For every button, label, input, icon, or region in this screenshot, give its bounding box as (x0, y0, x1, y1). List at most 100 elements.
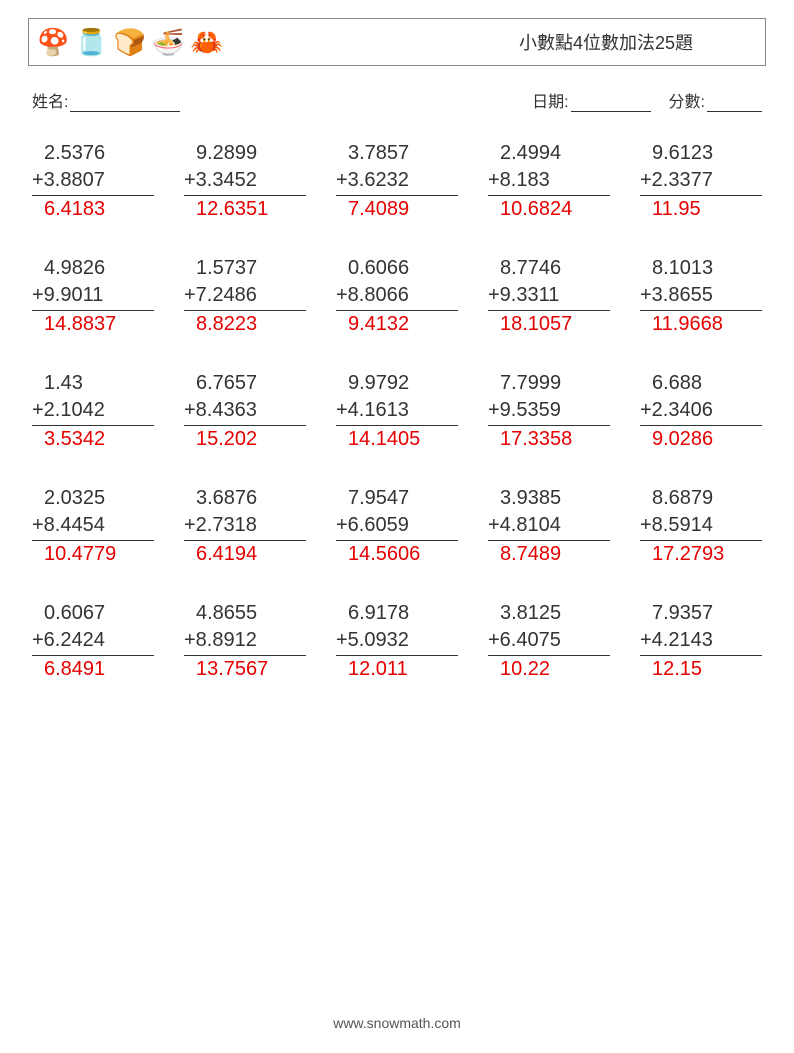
answer: 11.95 (640, 196, 762, 223)
operand-2-row: +8.183 (488, 167, 610, 196)
operand-1: 4.9826 (32, 255, 154, 282)
operand-2-row: +4.1613 (336, 397, 458, 426)
answer: 17.3358 (488, 426, 610, 453)
operand-2-row: +6.6059 (336, 512, 458, 541)
mushroom-icon: 🍄 (37, 29, 69, 55)
problem: 3.7857+3.62327.4089 (336, 140, 458, 223)
problem: 2.4994+8.18310.6824 (488, 140, 610, 223)
jar-icon: 🫙 (75, 29, 107, 55)
operand-2-row: +4.8104 (488, 512, 610, 541)
operand-1: 8.6879 (640, 485, 762, 512)
operand-2-row: +8.4454 (32, 512, 154, 541)
answer: 11.9668 (640, 311, 762, 338)
date-field: 日期: (532, 88, 650, 112)
operand-1: 2.4994 (488, 140, 610, 167)
footer-text: www.snowmath.com (0, 1015, 794, 1031)
answer: 14.1405 (336, 426, 458, 453)
problem: 1.5737+7.24868.8223 (184, 255, 306, 338)
problem: 7.9547+6.605914.5606 (336, 485, 458, 568)
answer: 6.4194 (184, 541, 306, 568)
worksheet-header: 🍄 🫙 🍞 🍜 🦀 小數點4位數加法25題 (28, 18, 766, 66)
answer: 15.202 (184, 426, 306, 453)
answer: 6.8491 (32, 656, 154, 683)
problem: 6.9178+5.093212.011 (336, 600, 458, 683)
problem: 6.688+2.34069.0286 (640, 370, 762, 453)
operand-2-row: +8.5914 (640, 512, 762, 541)
answer: 3.5342 (32, 426, 154, 453)
date-label: 日期: (532, 94, 568, 111)
operand-1: 9.2899 (184, 140, 306, 167)
bowl-icon: 🍜 (152, 29, 184, 55)
problem: 8.6879+8.591417.2793 (640, 485, 762, 568)
operand-2-row: +3.8655 (640, 282, 762, 311)
problems-grid: 2.5376+3.88076.4183 9.2899+3.345212.6351 3… (28, 140, 766, 683)
answer: 8.7489 (488, 541, 610, 568)
operand-1: 7.9357 (640, 600, 762, 627)
score-label: 分數: (669, 94, 705, 111)
problem: 7.9357+4.214312.15 (640, 600, 762, 683)
crab-icon: 🦀 (191, 29, 223, 55)
operand-1: 3.9385 (488, 485, 610, 512)
operand-1: 9.9792 (336, 370, 458, 397)
problem: 3.6876+2.73186.4194 (184, 485, 306, 568)
operand-2-row: +2.3406 (640, 397, 762, 426)
operand-2-row: +9.9011 (32, 282, 154, 311)
answer: 9.4132 (336, 311, 458, 338)
operand-2-row: +8.8066 (336, 282, 458, 311)
problem: 2.5376+3.88076.4183 (32, 140, 154, 223)
operand-2-row: +2.7318 (184, 512, 306, 541)
answer: 12.011 (336, 656, 458, 683)
name-label: 姓名: (32, 94, 68, 111)
answer: 7.4089 (336, 196, 458, 223)
operand-1: 0.6067 (32, 600, 154, 627)
answer: 14.5606 (336, 541, 458, 568)
problem: 1.43+2.10423.5342 (32, 370, 154, 453)
worksheet-title: 小數點4位數加法25題 (519, 29, 753, 55)
operand-1: 4.8655 (184, 600, 306, 627)
operand-2-row: +4.2143 (640, 627, 762, 656)
problem: 3.9385+4.81048.7489 (488, 485, 610, 568)
problem: 8.1013+3.865511.9668 (640, 255, 762, 338)
answer: 6.4183 (32, 196, 154, 223)
bread-icon: 🍞 (114, 29, 146, 55)
operand-1: 8.7746 (488, 255, 610, 282)
operand-1: 2.5376 (32, 140, 154, 167)
operand-2-row: +3.8807 (32, 167, 154, 196)
problem: 2.0325+8.445410.4779 (32, 485, 154, 568)
operand-2-row: +3.3452 (184, 167, 306, 196)
operand-1: 9.6123 (640, 140, 762, 167)
score-blank[interactable] (707, 111, 762, 112)
problem: 6.7657+8.436315.202 (184, 370, 306, 453)
operand-2-row: +6.2424 (32, 627, 154, 656)
answer: 18.1057 (488, 311, 610, 338)
operand-2-row: +7.2486 (184, 282, 306, 311)
operand-1: 2.0325 (32, 485, 154, 512)
operand-2-row: +2.1042 (32, 397, 154, 426)
operand-1: 3.6876 (184, 485, 306, 512)
operand-1: 6.7657 (184, 370, 306, 397)
problem: 9.9792+4.161314.1405 (336, 370, 458, 453)
operand-2-row: +9.3311 (488, 282, 610, 311)
answer: 10.4779 (32, 541, 154, 568)
operand-2-row: +6.4075 (488, 627, 610, 656)
answer: 10.6824 (488, 196, 610, 223)
operand-1: 6.9178 (336, 600, 458, 627)
answer: 12.6351 (184, 196, 306, 223)
problem: 9.6123+2.337711.95 (640, 140, 762, 223)
operand-1: 6.688 (640, 370, 762, 397)
problem: 4.9826+9.901114.8837 (32, 255, 154, 338)
problem: 0.6067+6.24246.8491 (32, 600, 154, 683)
answer: 8.8223 (184, 311, 306, 338)
problem: 9.2899+3.345212.6351 (184, 140, 306, 223)
operand-1: 3.8125 (488, 600, 610, 627)
problem: 0.6066+8.80669.4132 (336, 255, 458, 338)
answer: 13.7567 (184, 656, 306, 683)
date-blank[interactable] (571, 111, 651, 112)
operand-2-row: +9.5359 (488, 397, 610, 426)
name-blank[interactable] (70, 111, 180, 112)
operand-1: 0.6066 (336, 255, 458, 282)
operand-1: 7.9547 (336, 485, 458, 512)
answer: 10.22 (488, 656, 610, 683)
answer: 14.8837 (32, 311, 154, 338)
problem: 8.7746+9.331118.1057 (488, 255, 610, 338)
